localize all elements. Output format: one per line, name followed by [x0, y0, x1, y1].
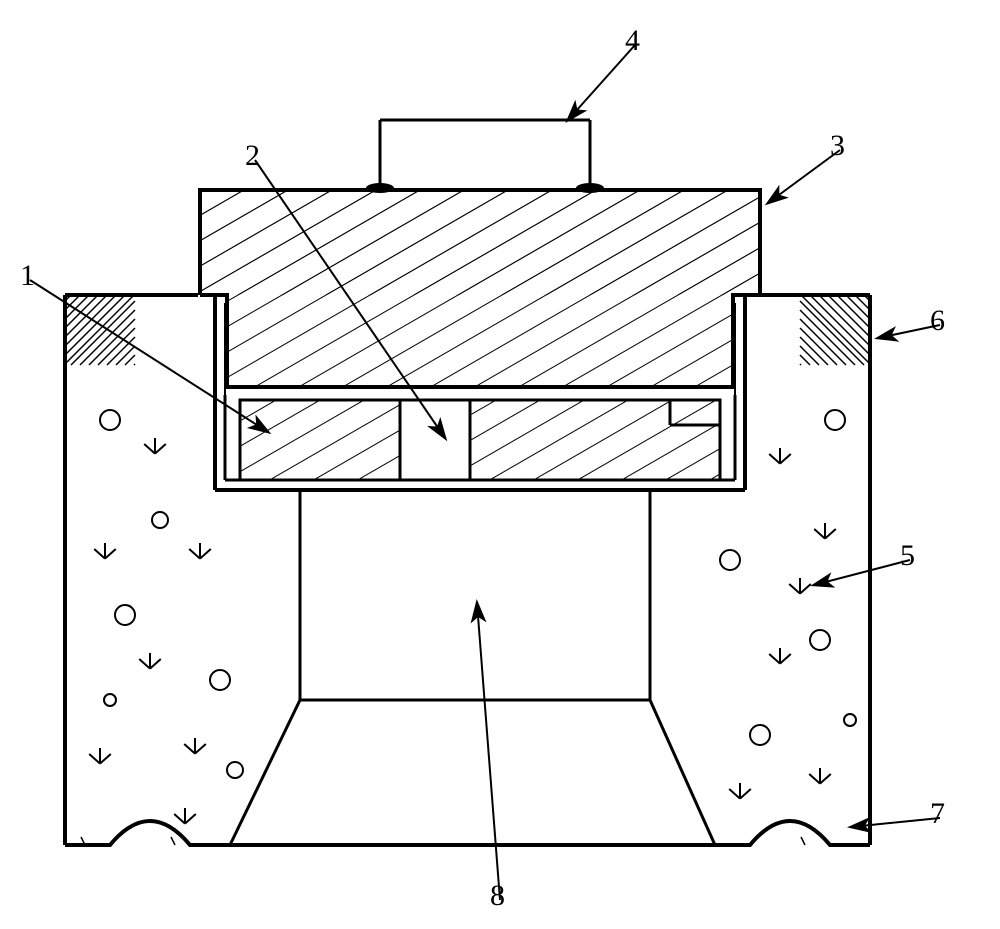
callout-label-6: 6 [930, 304, 945, 337]
callout-label-2: 2 [245, 139, 260, 172]
callout-label-3: 3 [830, 129, 845, 162]
callout-label-5: 5 [900, 539, 915, 572]
callout-label-8: 8 [490, 879, 505, 912]
callout-label-7: 7 [930, 797, 945, 830]
callout-label-4: 4 [625, 24, 640, 57]
callout-label-1: 1 [20, 259, 35, 292]
